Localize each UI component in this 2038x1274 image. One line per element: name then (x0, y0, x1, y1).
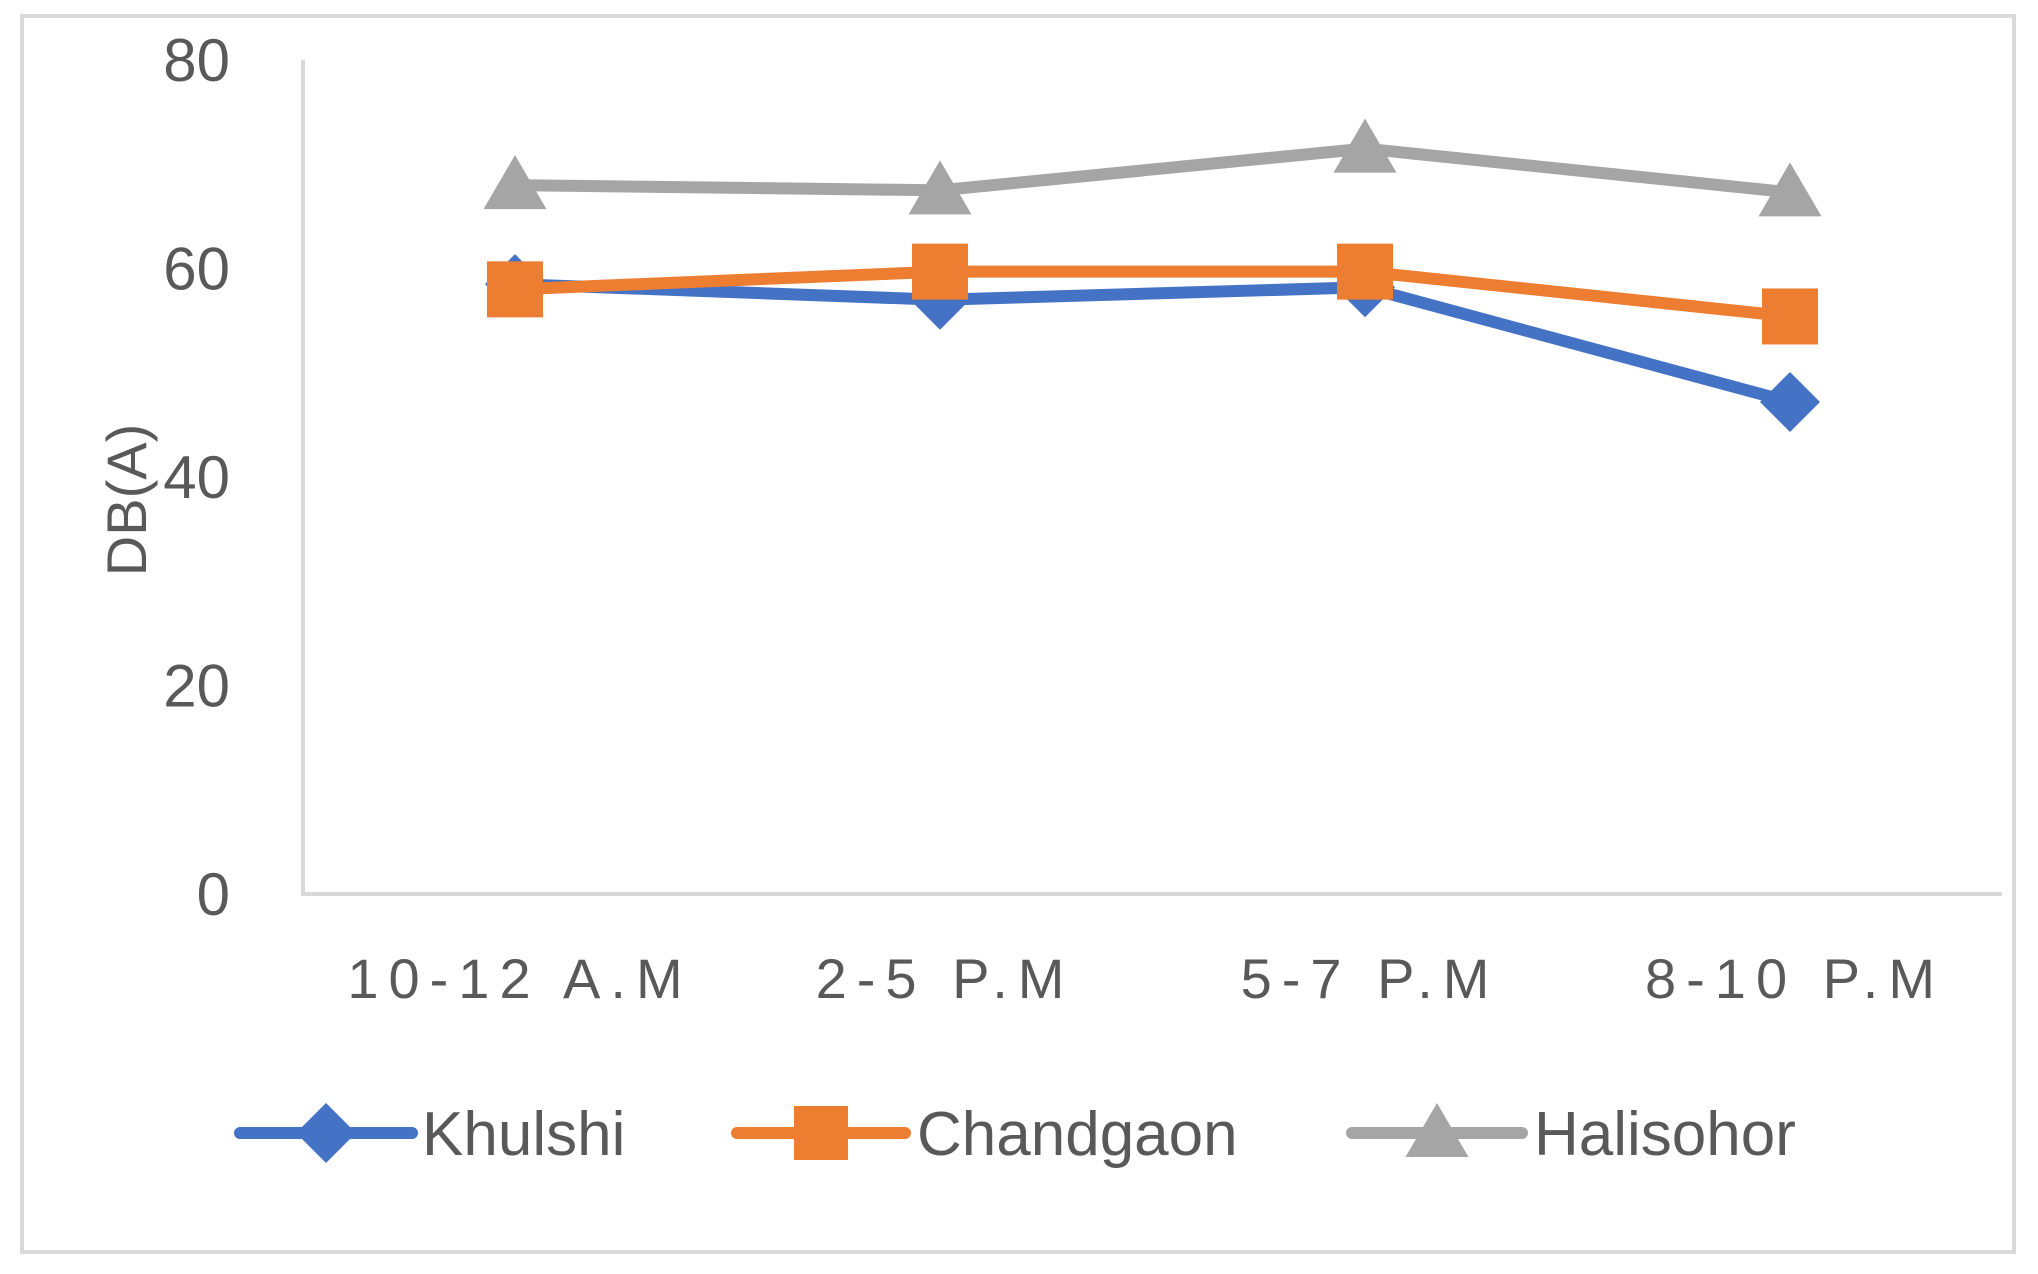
series-halisohor (483, 118, 1822, 217)
x-tick-label: 5-7 P.M (1241, 947, 1500, 1010)
x-tick-label: 2-5 P.M (816, 947, 1075, 1010)
y-axis-title: DB(A) (95, 424, 158, 576)
series-line (509, 278, 1796, 408)
legend-item-khulshi: Khulshi (234, 1100, 625, 1169)
series-chandgaon (487, 243, 1818, 345)
legend-item-chandgaon: Chandgaon (731, 1100, 1238, 1169)
y-tick-label: 60 (163, 236, 230, 303)
chart-frame (20, 14, 2016, 1254)
y-tick-labels: 0 20 40 60 80 (163, 27, 230, 928)
data-point-triangle (483, 155, 547, 210)
legend-label: Chandgaon (917, 1100, 1238, 1169)
y-tick-label: 80 (163, 27, 230, 94)
legend-item-halisohor: Halisohor (1346, 1100, 1796, 1169)
series-line (509, 265, 1796, 323)
data-point-square (794, 1106, 848, 1160)
data-point-triangle (908, 160, 972, 215)
data-point-diamond (296, 1103, 356, 1163)
data-point-square (487, 261, 543, 318)
x-tick-label: 10-12 A.M (347, 947, 692, 1010)
y-tick-label: 0 (197, 861, 230, 928)
y-tick-label: 20 (163, 653, 230, 720)
data-point-square (1762, 288, 1818, 345)
y-tick-label: 40 (163, 444, 230, 511)
legend: Khulshi Chandgaon Halisohor (234, 1100, 1796, 1169)
data-point-triangle (1405, 1103, 1469, 1157)
x-tick-labels: 10-12 A.M 2-5 P.M 5-7 P.M 8-10 P.M (347, 947, 1945, 1010)
x-tick-label: 8-10 P.M (1645, 947, 1945, 1010)
data-point-square (1337, 243, 1393, 300)
axes (301, 60, 2002, 896)
data-point-triangle (1758, 162, 1822, 217)
data-point-triangle (1333, 118, 1397, 173)
legend-label: Khulshi (422, 1100, 625, 1169)
series-line (509, 142, 1796, 199)
series (483, 118, 1822, 432)
data-point-diamond (1760, 371, 1820, 432)
data-point-square (912, 243, 968, 300)
legend-label: Halisohor (1534, 1100, 1796, 1169)
